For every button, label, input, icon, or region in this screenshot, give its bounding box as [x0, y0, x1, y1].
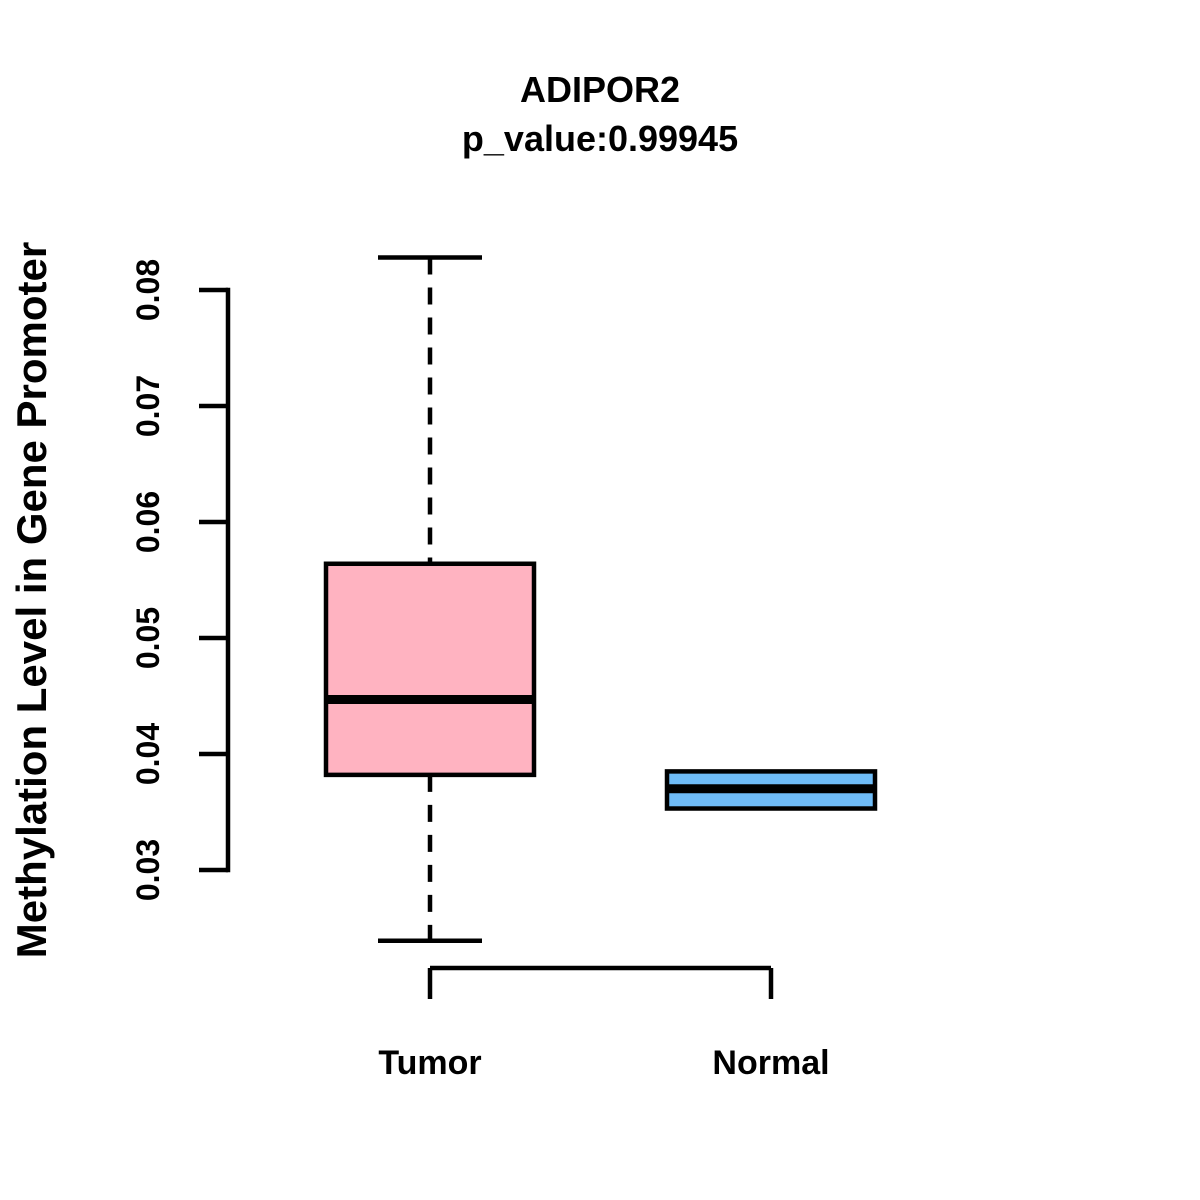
y-axis-tick-label: 0.05	[130, 607, 166, 669]
chart-subtitle-pvalue: p_value:0.99945	[461, 118, 739, 159]
y-axis-tick-label: 0.04	[130, 723, 166, 785]
x-axis-label-tumor: Tumor	[378, 1044, 481, 1082]
tumor-box	[323, 561, 537, 778]
y-axis-tick-label: 0.07	[130, 375, 166, 437]
y-axis-tick-label: 0.06	[130, 491, 166, 553]
y-axis-tick-label: 0.03	[130, 839, 166, 901]
y-axis-tick-label: 0.08	[130, 259, 166, 321]
x-axis-label-normal: Normal	[712, 1044, 829, 1082]
chart-title: ADIPOR2	[519, 69, 681, 110]
